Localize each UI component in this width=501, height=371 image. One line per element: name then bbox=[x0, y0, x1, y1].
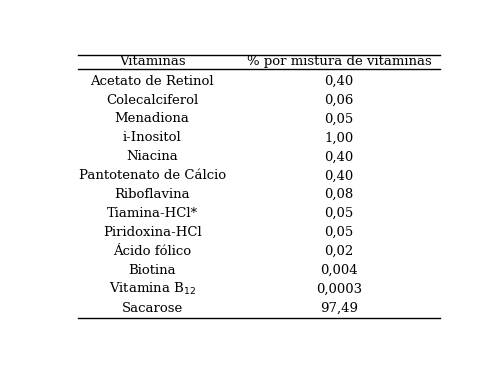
Text: Tiamina-HCl*: Tiamina-HCl* bbox=[106, 207, 197, 220]
Text: 0,05: 0,05 bbox=[324, 207, 353, 220]
Text: 0,08: 0,08 bbox=[324, 188, 353, 201]
Text: Ácido fólico: Ácido fólico bbox=[113, 245, 191, 258]
Text: i-Inositol: i-Inositol bbox=[123, 131, 181, 144]
Text: 1,00: 1,00 bbox=[324, 131, 353, 144]
Text: 0,06: 0,06 bbox=[324, 93, 353, 106]
Text: Vitamina B$_{12}$: Vitamina B$_{12}$ bbox=[108, 281, 195, 298]
Text: 0,05: 0,05 bbox=[324, 112, 353, 125]
Text: % por mistura de vitaminas: % por mistura de vitaminas bbox=[246, 55, 430, 68]
Text: 97,49: 97,49 bbox=[319, 302, 357, 315]
Text: Riboflavina: Riboflavina bbox=[114, 188, 190, 201]
Text: Pantotenato de Cálcio: Pantotenato de Cálcio bbox=[79, 169, 225, 182]
Text: 0,40: 0,40 bbox=[324, 169, 353, 182]
Text: Biotina: Biotina bbox=[128, 264, 176, 277]
Text: Menadiona: Menadiona bbox=[115, 112, 189, 125]
Text: Acetato de Retinol: Acetato de Retinol bbox=[90, 75, 213, 88]
Text: Sacarose: Sacarose bbox=[121, 302, 182, 315]
Text: 0,40: 0,40 bbox=[324, 75, 353, 88]
Text: 0,05: 0,05 bbox=[324, 226, 353, 239]
Text: Piridoxina-HCl: Piridoxina-HCl bbox=[103, 226, 201, 239]
Text: 0,0003: 0,0003 bbox=[315, 283, 361, 296]
Text: Colecalciferol: Colecalciferol bbox=[106, 93, 198, 106]
Text: 0,004: 0,004 bbox=[320, 264, 357, 277]
Text: 0,02: 0,02 bbox=[324, 245, 353, 258]
Text: Vitaminas: Vitaminas bbox=[119, 55, 185, 68]
Text: 0,40: 0,40 bbox=[324, 150, 353, 163]
Text: Niacina: Niacina bbox=[126, 150, 178, 163]
